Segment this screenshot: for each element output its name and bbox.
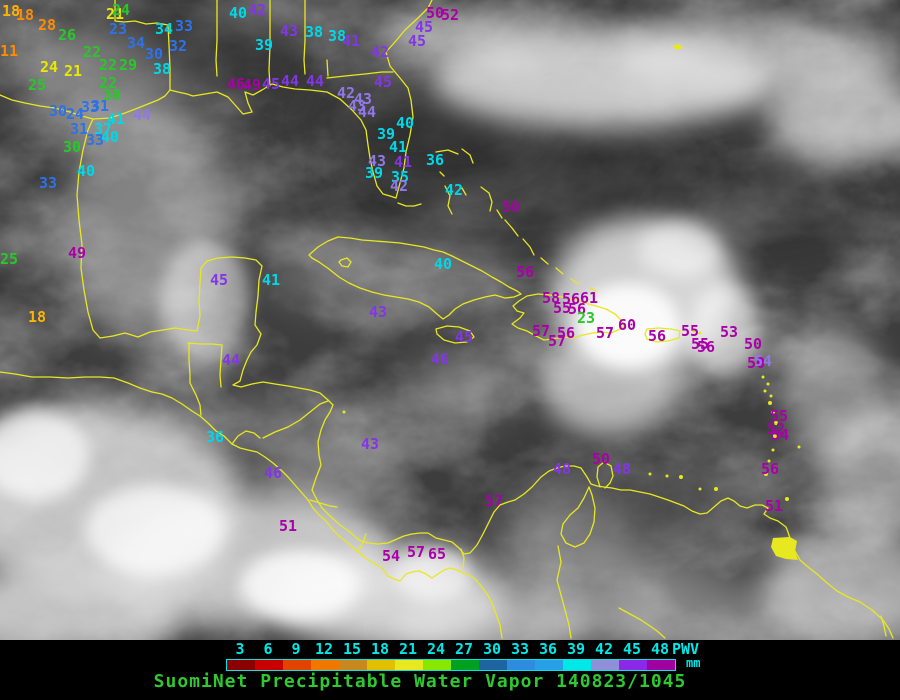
colorbar-tick-label: 45 [622, 640, 642, 658]
colorbar-tick-label: 24 [426, 640, 446, 658]
coastline-hispaniola [511, 293, 625, 341]
coastline-layer [0, 0, 894, 639]
lesser-antilles-islands [342, 44, 801, 560]
colorbar-tick-label: 6 [263, 640, 273, 658]
colorbar-tick-label: 30 [482, 640, 502, 658]
pwv-unit-sub: mm [686, 656, 701, 670]
pwv-unit-label: PWV [672, 640, 700, 658]
image-caption: SuomiNet Precipitable Water Vapor 140823… [153, 671, 687, 692]
colorbar-segment [563, 660, 591, 670]
colorbar-segment [255, 660, 283, 670]
cloud-layer [0, 0, 900, 640]
colorbar-tick-label: 27 [454, 640, 474, 658]
colorbar-tick-label: 15 [342, 640, 362, 658]
south-america-borders [556, 545, 887, 639]
coastline-gulf-caribbean [76, 0, 894, 639]
colorbar-segment [535, 660, 563, 670]
legend-bar: 3 6 9 12 15 18 21 24 27 30 33 36 39 42 45 48 PWV mm Suo… [0, 638, 900, 700]
colorbar-tick-label: 12 [314, 640, 334, 658]
colorbar-segment [367, 660, 395, 670]
colorbar-segment [619, 660, 647, 670]
coastline-trinidad [771, 537, 798, 560]
colorbar-segment [339, 660, 367, 670]
colorbar-segment [311, 660, 339, 670]
colorbar-segment [227, 660, 255, 670]
border-rio-grande [0, 94, 94, 120]
colorbar-segment [507, 660, 535, 670]
colorbar-tick-label: 39 [566, 640, 586, 658]
us-state-borders [114, 0, 394, 91]
coastline-pacific [0, 371, 503, 639]
colorbar-segment [395, 660, 423, 670]
colorbar-tick-label: 9 [291, 640, 301, 658]
colorbar-tick-label: 21 [398, 640, 418, 658]
coastline-jamaica [435, 325, 475, 344]
colorbar-tick-label: 18 [370, 640, 390, 658]
central-america-borders [187, 342, 465, 569]
coastline-bahamas [397, 148, 597, 292]
coastline-cuba [308, 236, 522, 320]
colorbar-tick-label: 33 [510, 640, 530, 658]
colorbar-segment [283, 660, 311, 670]
colorbar-segment [423, 660, 451, 670]
colorbar-segment [591, 660, 619, 670]
colorbar-segment [479, 660, 507, 670]
colorbar [226, 659, 676, 671]
colorbar-tick-label: 42 [594, 640, 614, 658]
paraguana-peninsula [596, 461, 614, 489]
colorbar-tick-label: 36 [538, 640, 558, 658]
colorbar-segment [451, 660, 479, 670]
lake-maracaibo [560, 486, 596, 548]
coastline-puerto-rico [644, 327, 681, 343]
colorbar-segment [647, 660, 675, 670]
colorbar-tick-label: 48 [650, 640, 670, 658]
colorbar-tick-label: 3 [235, 640, 245, 658]
satellite-map [0, 0, 900, 640]
coastline-bermuda [672, 44, 683, 50]
